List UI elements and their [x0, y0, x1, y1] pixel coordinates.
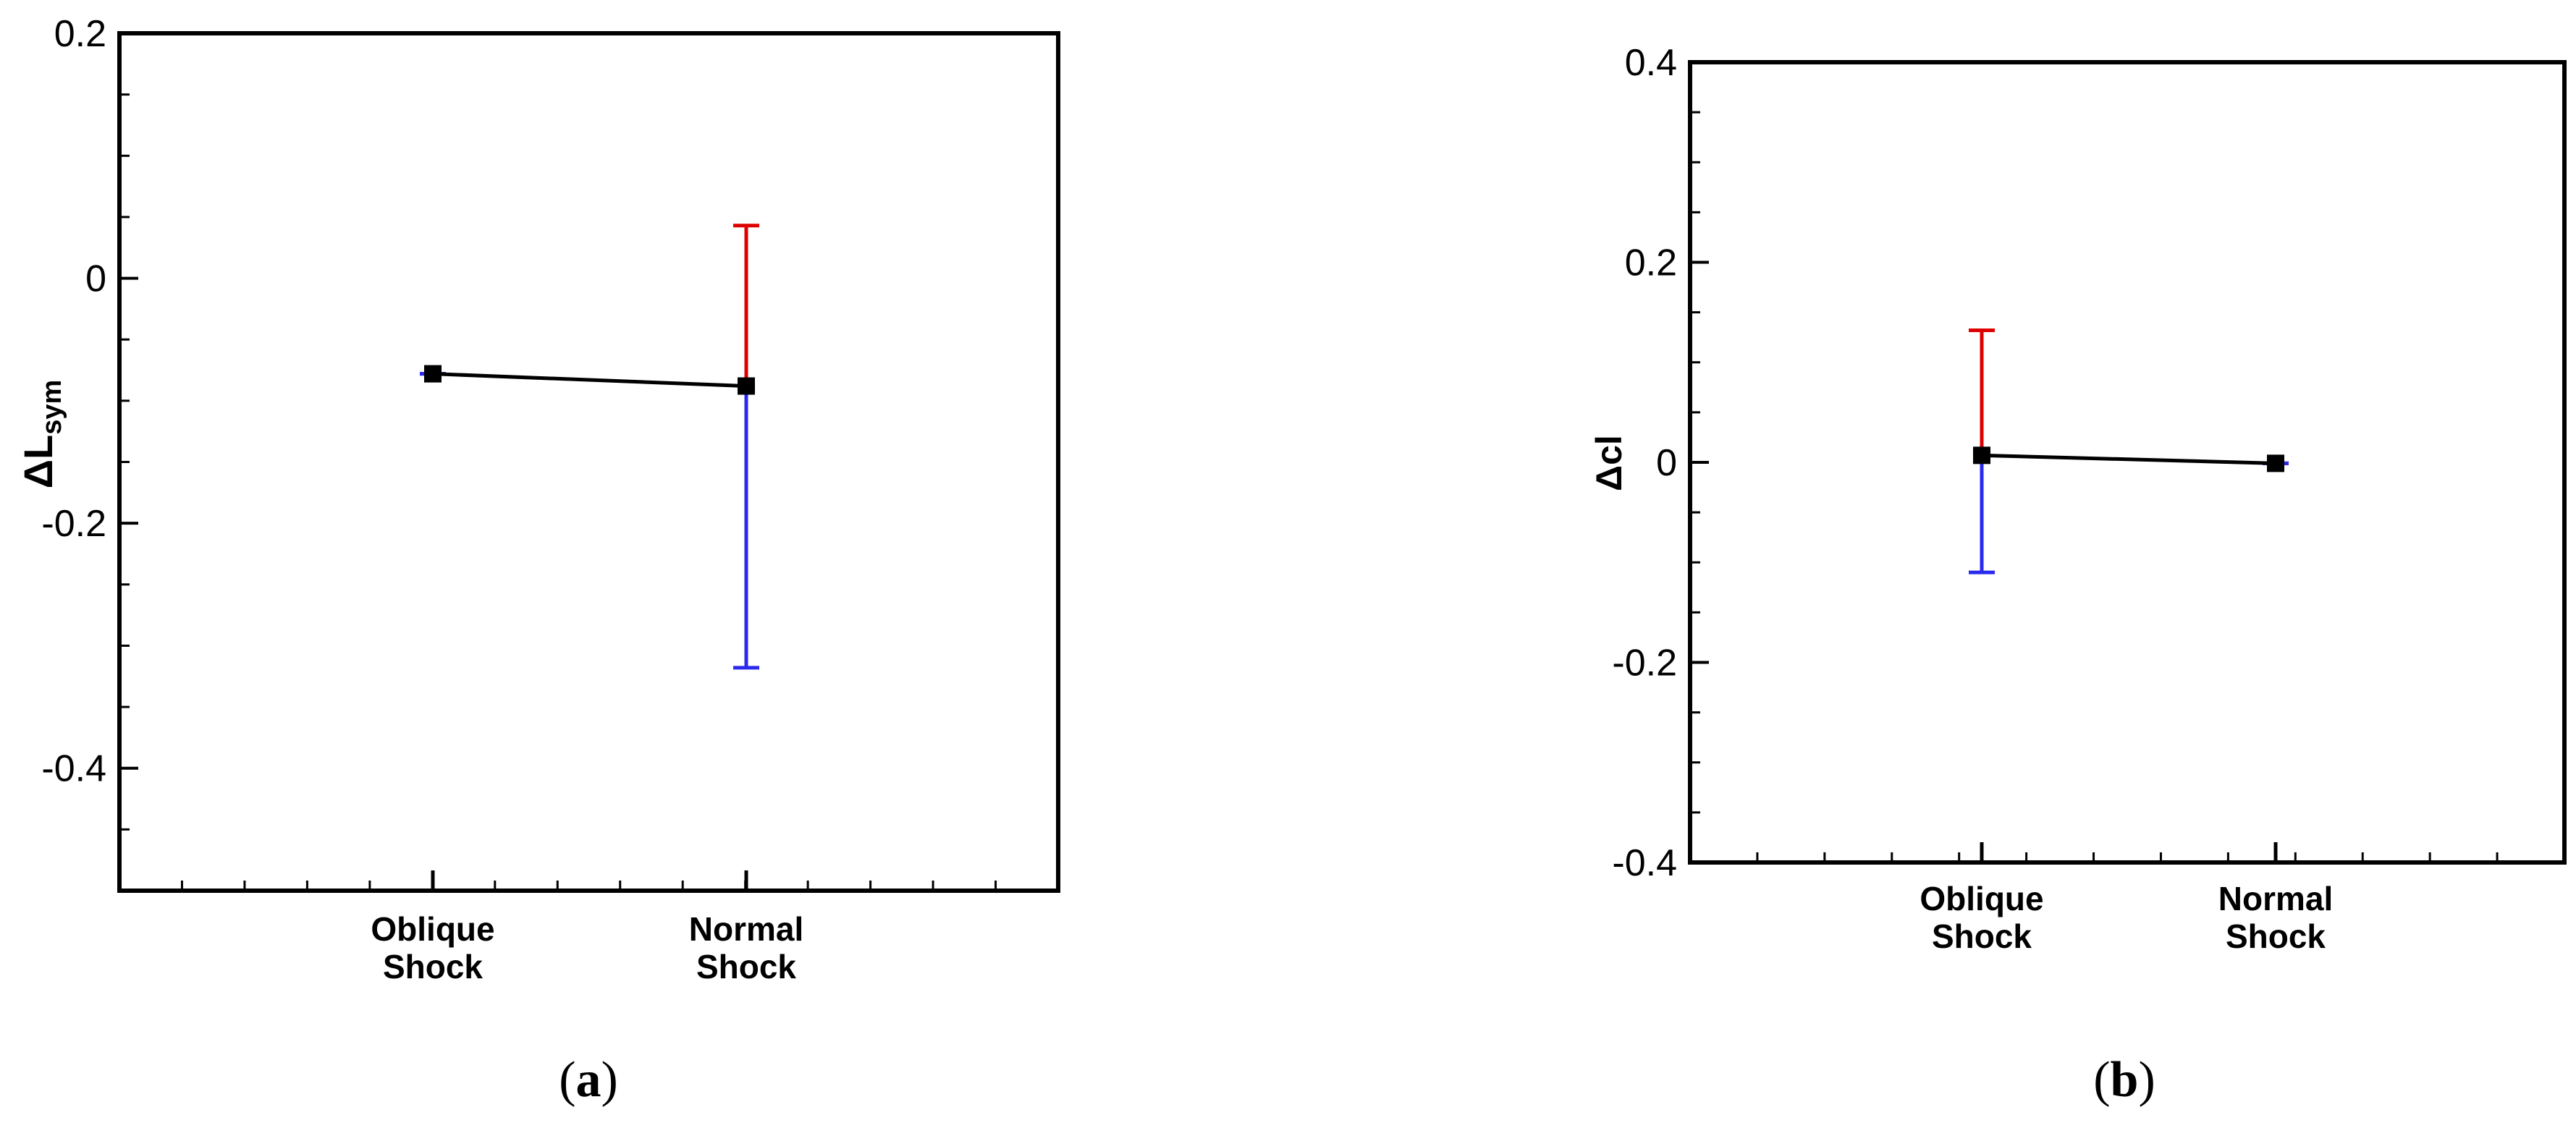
y-axis-label-main: Δcl [1589, 435, 1629, 491]
x-category-label: Oblique Shock [371, 910, 494, 985]
panel-label-a: (a) [559, 1052, 618, 1108]
y-axis-label-sub: sym [37, 380, 67, 435]
y-tick-label: 0 [85, 258, 106, 300]
x-category-label-line: Oblique [1920, 880, 2043, 917]
x-category-label-line: Normal [2218, 880, 2333, 917]
y-axis: 0.2 0 -0.2 -0.4 [41, 13, 138, 892]
data-point [1973, 446, 1990, 465]
y-tick-label: 0 [1656, 442, 1677, 484]
y-axis: 0.4 0.2 0 -0.2 -0.4 [1612, 42, 1709, 884]
panel-label-b-letter: b [2111, 1052, 2139, 1108]
x-category-label: Normal Shock [689, 910, 803, 985]
plot-frame [117, 31, 1060, 893]
data-marks [1969, 328, 2289, 574]
y-axis-label-main: ΔL [15, 435, 61, 488]
y-tick-label: 0.4 [1625, 42, 1677, 84]
data-point [424, 365, 442, 383]
y-tick-label: -0.4 [1612, 842, 1677, 884]
series-line [1981, 453, 2276, 465]
plot-frame [1688, 60, 2567, 865]
y-tick-label: -0.2 [41, 503, 106, 545]
x-category-label-line: Shock [383, 948, 483, 985]
y-axis-label: ΔLsym [15, 380, 67, 489]
y-tick-label: 0.2 [54, 13, 106, 55]
x-category-label-line: Shock [2226, 917, 2326, 955]
y-tick-label: -0.4 [41, 748, 106, 790]
x-category-label: Normal Shock [2218, 880, 2333, 955]
y-tick-label: -0.2 [1612, 643, 1677, 684]
x-category-label-line: Normal [689, 910, 803, 948]
y-axis-label: Δcl [1589, 435, 1629, 491]
panel-label-b: (b) [2093, 1052, 2155, 1108]
data-point [738, 377, 755, 395]
data-marks [420, 224, 759, 670]
x-category-label-line: Shock [696, 948, 796, 985]
panel-label-a-letter: a [576, 1052, 601, 1108]
y-tick-label: 0.2 [1625, 242, 1677, 284]
x-category-label: Oblique Shock [1920, 880, 2043, 955]
series-line [432, 372, 747, 389]
x-category-label-line: Shock [1932, 917, 2032, 955]
x-category-label-line: Oblique [371, 910, 494, 948]
data-point [2267, 454, 2284, 472]
